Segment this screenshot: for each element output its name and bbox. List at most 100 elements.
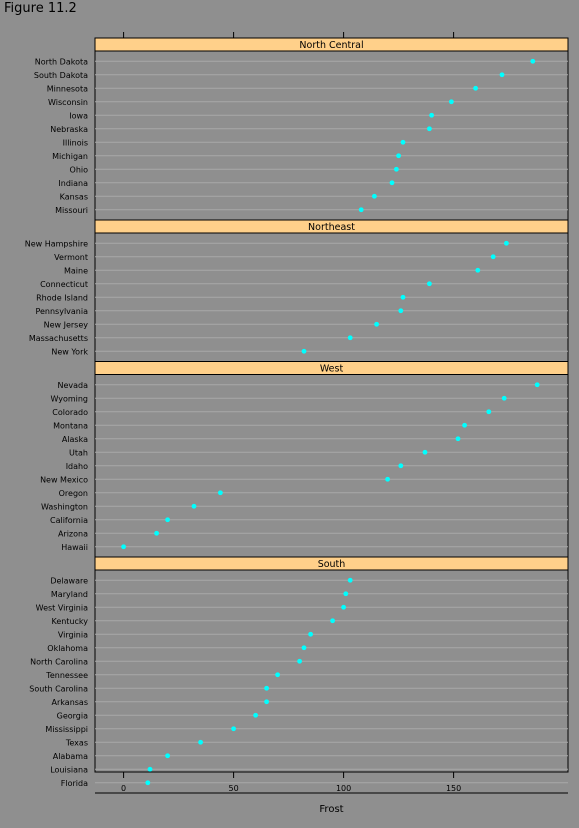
state-label: Rhode Island xyxy=(36,293,88,302)
data-point xyxy=(385,476,390,482)
state-label: Oregon xyxy=(59,489,88,498)
data-point xyxy=(475,267,481,273)
data-point xyxy=(147,766,153,772)
data-point xyxy=(534,382,540,388)
state-label: Wyoming xyxy=(50,394,88,403)
data-point xyxy=(347,577,353,583)
state-label: Kentucky xyxy=(51,617,88,626)
data-point xyxy=(165,753,171,759)
state-label: Oklahoma xyxy=(47,644,88,653)
data-point xyxy=(504,240,509,246)
data-point xyxy=(394,166,399,172)
data-point xyxy=(400,139,406,145)
data-point xyxy=(154,530,160,536)
state-label: Colorado xyxy=(52,408,88,417)
state-label: Louisiana xyxy=(50,765,88,774)
state-label: Iowa xyxy=(69,111,88,120)
x-tick-label: 50 xyxy=(229,784,239,793)
state-label: Maine xyxy=(64,266,88,275)
data-point xyxy=(398,308,404,314)
x-tick-label: 100 xyxy=(336,784,351,793)
state-label: Connecticut xyxy=(40,280,88,289)
data-point xyxy=(330,618,335,624)
data-point xyxy=(490,254,496,260)
state-label: Pennsylvania xyxy=(35,307,88,316)
state-label: Virginia xyxy=(58,630,88,639)
x-tick-label: 150 xyxy=(446,784,461,793)
state-label: New Jersey xyxy=(44,320,89,329)
state-label: Ohio xyxy=(70,165,89,174)
data-point xyxy=(462,422,467,428)
state-label: Arkansas xyxy=(52,698,88,707)
x-tick-label: 0 xyxy=(121,784,126,793)
data-point xyxy=(398,463,404,469)
panel-strip-label: South xyxy=(318,559,346,570)
data-point xyxy=(165,517,171,523)
data-point xyxy=(473,85,478,91)
state-label: South Carolina xyxy=(29,684,88,693)
data-point xyxy=(429,112,434,118)
x-axis-label: Frost xyxy=(319,804,343,815)
state-label: California xyxy=(50,516,88,525)
data-point xyxy=(297,658,302,664)
state-label: Tennessee xyxy=(45,671,88,680)
data-point xyxy=(486,409,492,415)
data-point xyxy=(198,739,204,745)
data-point xyxy=(427,126,432,132)
data-point xyxy=(308,631,313,637)
panel-strip xyxy=(94,361,569,375)
state-label: Nevada xyxy=(57,381,88,390)
data-point xyxy=(372,193,377,199)
data-point xyxy=(347,335,353,341)
data-point xyxy=(301,645,307,651)
data-point xyxy=(264,685,269,691)
state-label: Mississippi xyxy=(45,725,88,734)
data-point xyxy=(231,726,237,732)
state-label: Wisconsin xyxy=(48,98,88,107)
state-label: West Virginia xyxy=(36,603,88,612)
data-point xyxy=(343,591,349,597)
data-point xyxy=(341,604,346,610)
state-label: New Hampshire xyxy=(25,239,88,248)
data-point xyxy=(358,207,364,213)
state-label: Vermont xyxy=(54,253,88,262)
state-label: Florida xyxy=(61,779,88,788)
state-label: Michigan xyxy=(52,152,88,161)
state-label: Missouri xyxy=(55,206,88,215)
data-point xyxy=(145,780,151,786)
data-point xyxy=(422,449,428,455)
state-label: Arizona xyxy=(58,529,88,538)
data-point xyxy=(455,436,461,442)
state-label: Nebraska xyxy=(50,125,88,134)
panel-strip-label: North Central xyxy=(299,40,363,51)
data-point xyxy=(449,99,454,105)
data-point xyxy=(121,544,126,550)
data-point xyxy=(501,395,507,401)
state-label: Delaware xyxy=(50,576,88,585)
state-label: Indiana xyxy=(58,179,88,188)
state-label: South Dakota xyxy=(34,71,88,80)
state-label: New York xyxy=(51,347,88,356)
state-label: Massachusetts xyxy=(29,334,88,343)
plot-frame xyxy=(94,37,569,773)
data-point xyxy=(264,699,269,705)
figure-title: Figure 11.2 xyxy=(4,1,77,16)
state-label: Georgia xyxy=(57,711,88,720)
data-point xyxy=(301,348,307,354)
state-label: North Carolina xyxy=(30,657,88,666)
data-point xyxy=(275,672,280,678)
panel-strip-label: West xyxy=(320,364,344,375)
state-label: Idaho xyxy=(66,462,88,471)
panel-strip xyxy=(94,556,569,571)
data-point xyxy=(218,490,223,496)
data-point xyxy=(389,180,395,186)
data-point xyxy=(499,72,505,78)
data-point xyxy=(191,503,197,509)
state-label: Texas xyxy=(65,738,88,747)
state-label: Montana xyxy=(53,421,88,430)
state-label: Kansas xyxy=(60,192,88,201)
panel-strip xyxy=(94,37,569,52)
state-label: North Dakota xyxy=(35,57,88,66)
data-point xyxy=(400,294,406,300)
